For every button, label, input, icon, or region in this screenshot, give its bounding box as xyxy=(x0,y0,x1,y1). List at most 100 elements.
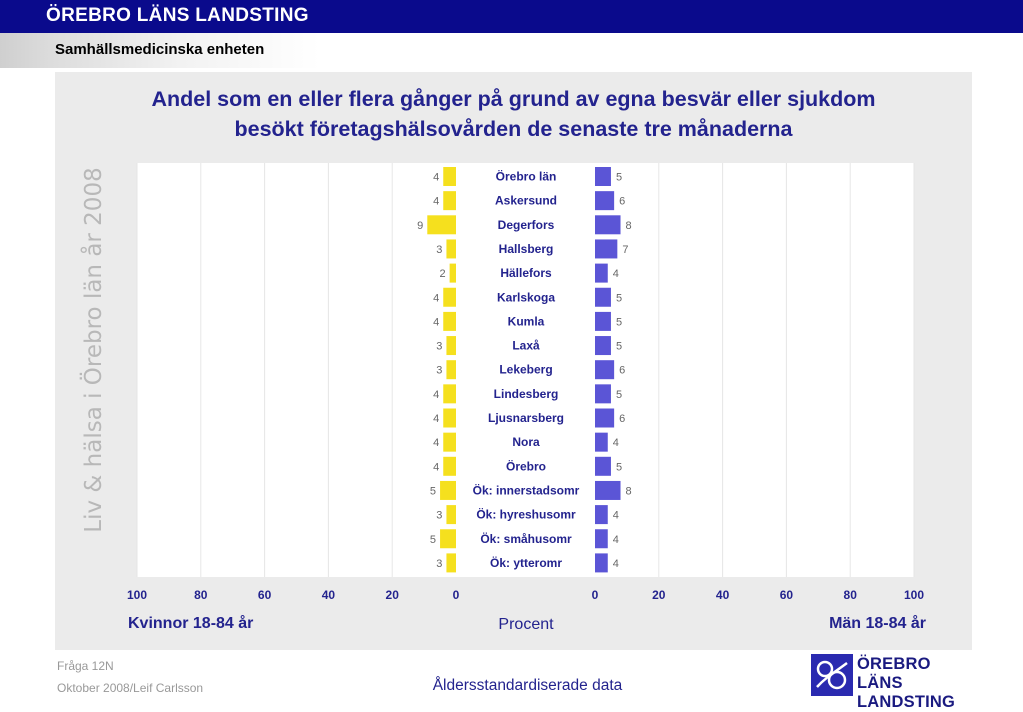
men-bar xyxy=(595,239,618,259)
men-bar xyxy=(595,408,615,428)
women-value-label: 5 xyxy=(430,534,436,546)
women-value-label: 4 xyxy=(433,316,439,328)
header-bar: ÖREBRO LÄNS LANDSTING xyxy=(0,0,1023,33)
men-bar xyxy=(595,456,611,476)
right-tick-label: 80 xyxy=(844,588,858,602)
right-plot-area xyxy=(595,163,914,577)
footer-note: Åldersstandardiserade data xyxy=(432,677,623,694)
women-bar xyxy=(446,553,456,573)
category-label: Ök: hyreshusomr xyxy=(476,507,576,522)
left-tick-label: 40 xyxy=(322,588,336,602)
left-plot-area xyxy=(137,163,456,577)
men-bar xyxy=(595,191,615,211)
men-bar xyxy=(595,505,608,525)
logo-line-1: ÖREBRO LÄNS xyxy=(857,655,931,692)
men-bar xyxy=(595,287,611,307)
left-tick-label: 100 xyxy=(127,588,147,602)
women-value-label: 4 xyxy=(433,196,439,208)
category-label: Hallsberg xyxy=(499,242,554,256)
women-value-label: 4 xyxy=(433,413,439,425)
logo-text: ÖREBRO LÄNS LANDSTING xyxy=(857,655,976,712)
men-value-label: 4 xyxy=(613,534,619,546)
men-value-label: 6 xyxy=(619,365,625,377)
men-value-label: 7 xyxy=(622,244,628,256)
men-value-label: 8 xyxy=(626,485,632,497)
logo-line-2: LANDSTING xyxy=(857,693,956,711)
chart-title-line-1: Andel som en eller flera gånger på grund… xyxy=(151,87,876,111)
men-value-label: 4 xyxy=(613,558,619,570)
men-value-label: 5 xyxy=(616,389,622,401)
men-bar xyxy=(595,263,608,283)
women-bar xyxy=(440,480,456,500)
category-label: Lindesberg xyxy=(494,387,559,401)
category-label: Askersund xyxy=(495,194,557,208)
category-label: Örebro xyxy=(506,458,546,473)
men-value-label: 8 xyxy=(626,220,632,232)
category-label: Karlskoga xyxy=(497,290,555,304)
unit-title: Samhällsmedicinska enheten xyxy=(55,41,265,58)
category-label: Degerfors xyxy=(498,218,555,232)
women-bar xyxy=(443,384,456,404)
women-bar xyxy=(446,239,456,259)
left-tick-label: 60 xyxy=(258,588,272,602)
chart-title: Andel som en eller flera gånger på grund… xyxy=(55,84,972,144)
men-value-label: 4 xyxy=(613,268,619,280)
right-tick-label: 40 xyxy=(716,588,730,602)
women-bar xyxy=(443,456,456,476)
org-title: ÖREBRO LÄNS LANDSTING xyxy=(46,5,309,26)
men-bar xyxy=(595,215,621,235)
women-bar xyxy=(449,263,456,283)
women-bar xyxy=(443,167,456,186)
men-bar xyxy=(595,360,615,380)
women-bar xyxy=(443,408,456,428)
men-bar xyxy=(595,167,611,186)
category-label: Ök: småhusomr xyxy=(480,531,572,546)
men-value-label: 6 xyxy=(619,413,625,425)
women-value-label: 4 xyxy=(433,461,439,473)
women-bar xyxy=(446,360,456,380)
x-axis-label: Procent xyxy=(498,616,554,633)
women-bar xyxy=(443,311,456,331)
category-label: Ök: innerstadsomr xyxy=(473,482,580,497)
women-value-label: 9 xyxy=(417,220,423,232)
men-value-label: 4 xyxy=(613,437,619,449)
women-bar xyxy=(446,505,456,525)
women-bar xyxy=(443,432,456,452)
women-value-label: 3 xyxy=(436,510,442,522)
men-value-label: 5 xyxy=(616,316,622,328)
left-tick-label: 0 xyxy=(453,588,460,602)
men-value-label: 5 xyxy=(616,341,622,353)
women-bar xyxy=(446,336,456,356)
men-value-label: 6 xyxy=(619,196,625,208)
women-value-label: 3 xyxy=(436,365,442,377)
women-value-label: 2 xyxy=(439,268,445,280)
men-bar xyxy=(595,432,608,452)
men-bar xyxy=(595,480,621,500)
right-tick-label: 100 xyxy=(904,588,924,602)
men-bar xyxy=(595,553,608,573)
logo-mark-icon xyxy=(811,654,853,696)
right-tick-label: 60 xyxy=(780,588,794,602)
men-bar xyxy=(595,529,608,549)
women-value-label: 4 xyxy=(433,172,439,184)
men-bar xyxy=(595,311,611,331)
category-label: Kumla xyxy=(508,314,545,328)
question-label: Fråga 12N xyxy=(57,659,114,673)
women-value-label: 4 xyxy=(433,437,439,449)
men-bar xyxy=(595,336,611,356)
women-value-label: 3 xyxy=(436,341,442,353)
women-value-label: 3 xyxy=(436,244,442,256)
men-value-label: 4 xyxy=(613,510,619,522)
date-author-label: Oktober 2008/Leif Carlsson xyxy=(57,681,204,695)
women-bar xyxy=(427,215,456,235)
women-bar xyxy=(443,287,456,307)
men-value-label: 5 xyxy=(616,292,622,304)
category-label: Hällefors xyxy=(500,266,552,280)
men-value-label: 5 xyxy=(616,172,622,184)
landsting-logo: ÖREBRO LÄNS LANDSTING xyxy=(811,654,976,711)
women-bar xyxy=(443,191,456,211)
category-label: Lekeberg xyxy=(499,363,552,377)
category-label: Laxå xyxy=(512,339,540,353)
category-label: Örebro län xyxy=(496,169,557,184)
